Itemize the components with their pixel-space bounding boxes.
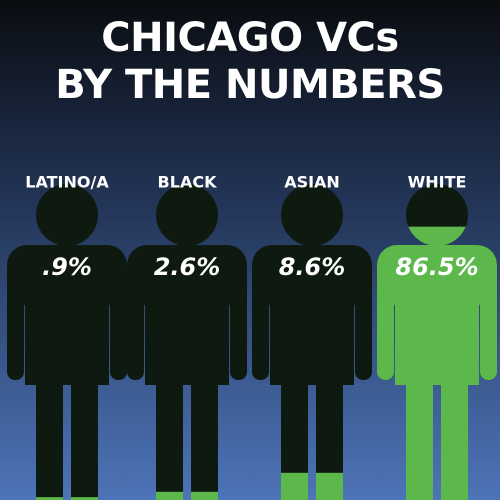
category-label: WHITE: [408, 173, 467, 192]
category-label: ASIAN: [284, 173, 340, 192]
category-label: LATINO/A: [25, 173, 109, 192]
title-line: BY THE NUMBERS: [55, 62, 444, 108]
value-label: 2.6%: [154, 253, 221, 281]
value-label: .9%: [42, 253, 92, 281]
category-label: BLACK: [158, 173, 218, 192]
value-label: 86.5%: [395, 253, 478, 281]
value-label: 8.6%: [279, 253, 346, 281]
title-line: CHICAGO VCs: [101, 15, 398, 61]
